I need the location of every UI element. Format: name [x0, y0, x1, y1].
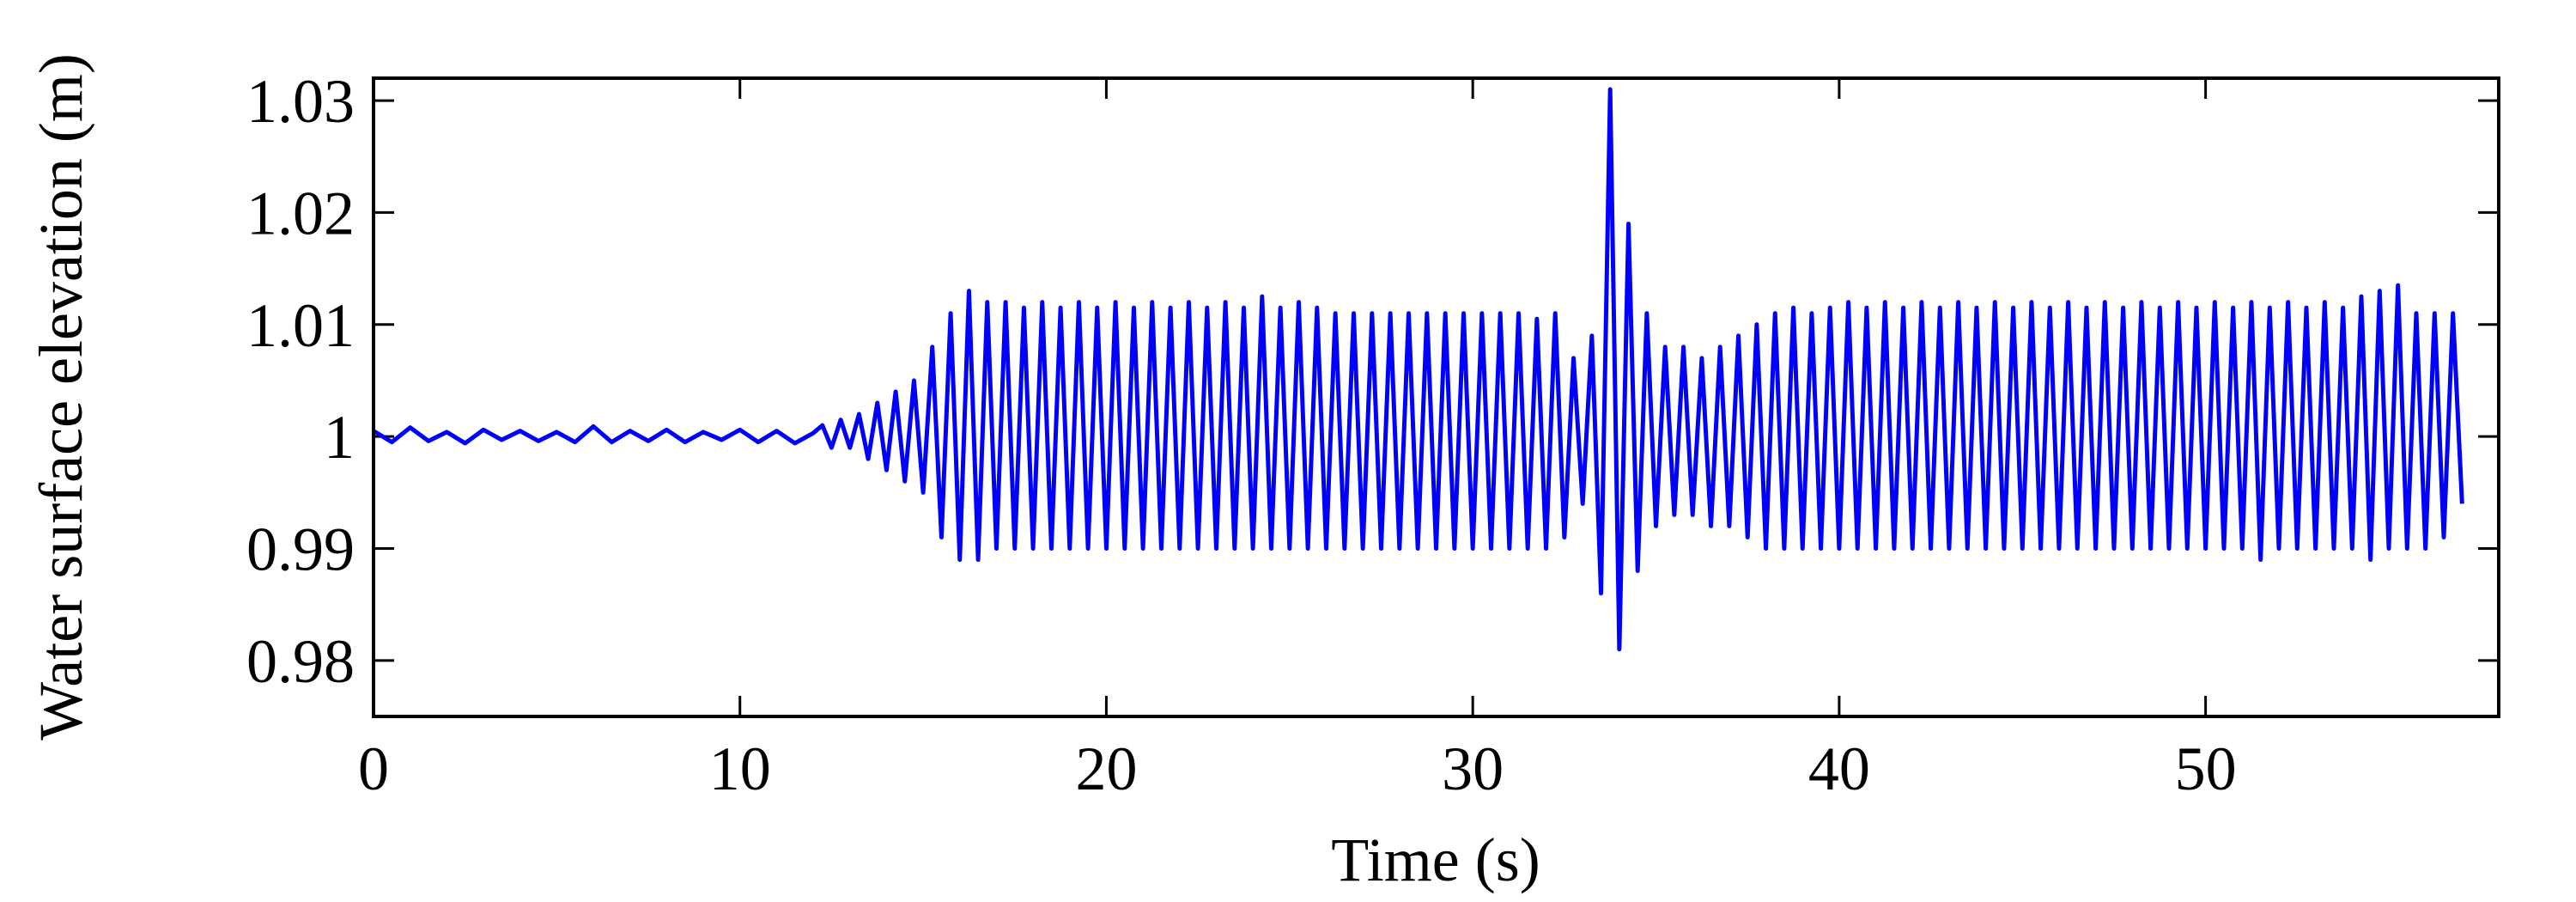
x-tick-label: 0 [358, 734, 389, 803]
data-line [374, 87, 2464, 652]
plot-frame [372, 76, 2500, 718]
y-axis-label: Water surface elevation (m) [27, 53, 95, 740]
y-tick-label: 0.98 [246, 627, 355, 696]
x-axis-label: Time (s) [1331, 826, 1540, 894]
y-tick-label: 1.01 [246, 291, 355, 360]
x-tick-label: 10 [709, 734, 771, 803]
y-tick-label: 1 [324, 403, 355, 472]
y-tick-label: 0.99 [246, 515, 355, 583]
x-tick-label: 50 [2175, 734, 2237, 803]
x-tick-label: 40 [1808, 734, 1870, 803]
y-tick-label: 1.03 [246, 67, 355, 136]
x-tick-label: 30 [1442, 734, 1504, 803]
x-tick-label: 20 [1075, 734, 1137, 803]
y-tick-label: 1.02 [246, 179, 355, 247]
